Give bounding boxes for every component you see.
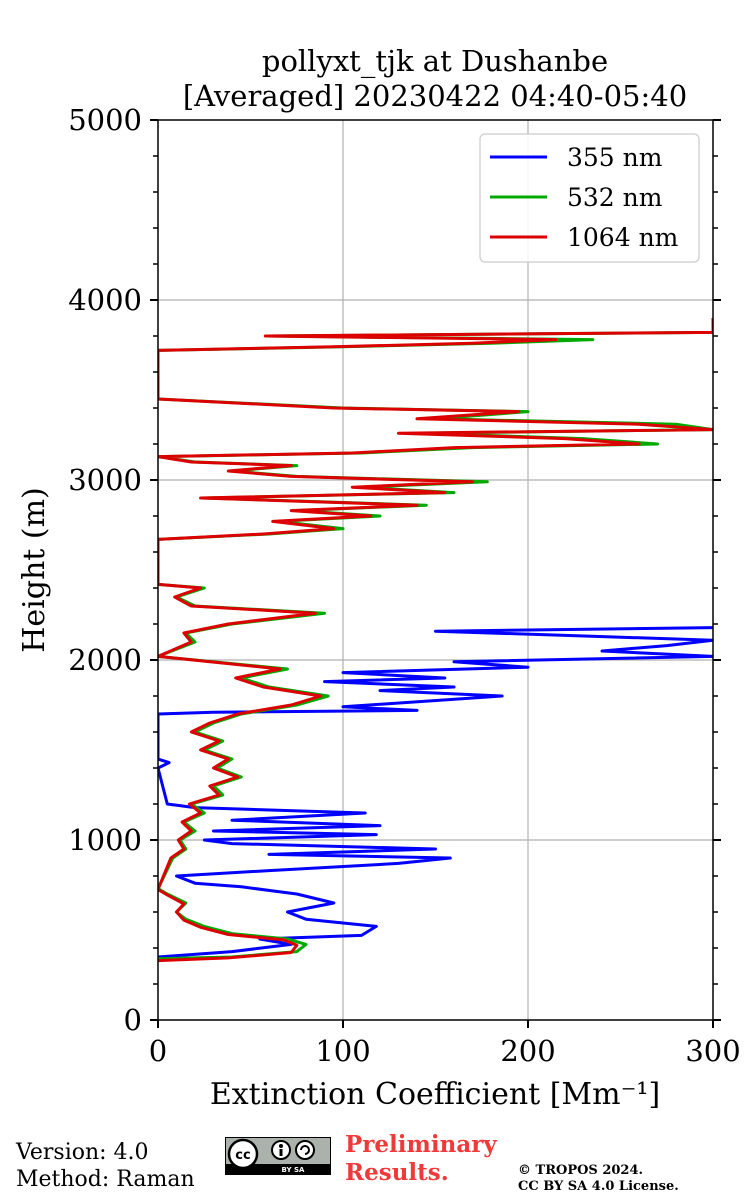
x-tick-labels: 0 100 200 300 [149,1034,741,1068]
copyright-line-2: CC BY SA 4.0 License. [518,1179,679,1194]
y-tick-labels: 0 1000 2000 3000 4000 5000 [68,103,142,1037]
method-text: Method: Raman [16,1167,195,1192]
copyright-notice: © TROPOS 2024. CC BY SA 4.0 License. [518,1163,679,1195]
x-tick-label: 100 [315,1034,370,1068]
legend-label-1064-nm: 1064 nm [567,223,679,252]
chart-title-line-1: pollyxt_tjk at Dushanbe [262,44,608,79]
x-axis-label: Extinction Coefficient [Mm⁻¹] [210,1077,660,1112]
y-axis-label: Height (m) [17,487,52,652]
badge-label: BY SA [282,1166,306,1174]
copyright-line-1: © TROPOS 2024. [518,1163,644,1178]
series-line-355-nm [158,626,713,959]
y-tick-label: 3000 [68,463,142,497]
x-tick-label: 0 [149,1034,167,1068]
chart-title-line-2: [Averaged] 20230422 04:40-05:40 [183,79,687,113]
version-text: Version: 4.0 [16,1140,149,1165]
cc-icon [227,1138,259,1170]
series-line-1064-nm [158,318,713,963]
svg-text:cc: cc [235,1148,250,1163]
y-tick-label: 1000 [68,823,142,857]
series-layer [158,318,713,963]
preliminary-results-notice: Preliminary Results. [345,1131,497,1187]
plot-frame [157,119,714,1021]
legend: 355 nm 532 nm 1064 nm [479,133,700,263]
preliminary-line-2: Results. [345,1159,449,1186]
share-alike-icon [295,1140,315,1160]
cc-license-badge: cc BY SA [225,1137,331,1175]
y-tick-label: 0 [124,1003,142,1037]
x-tick-label: 200 [500,1034,555,1068]
preliminary-line-1: Preliminary [345,1131,497,1158]
legend-label-532-nm: 532 nm [567,183,663,212]
legend-box [479,133,700,263]
legend-label-355-nm: 355 nm [567,143,663,172]
x-tick-label: 300 [685,1034,740,1068]
y-tick-label: 4000 [68,283,142,317]
axis-ticks [150,119,721,1028]
y-tick-label: 2000 [68,643,142,677]
y-tick-label: 5000 [68,103,142,137]
